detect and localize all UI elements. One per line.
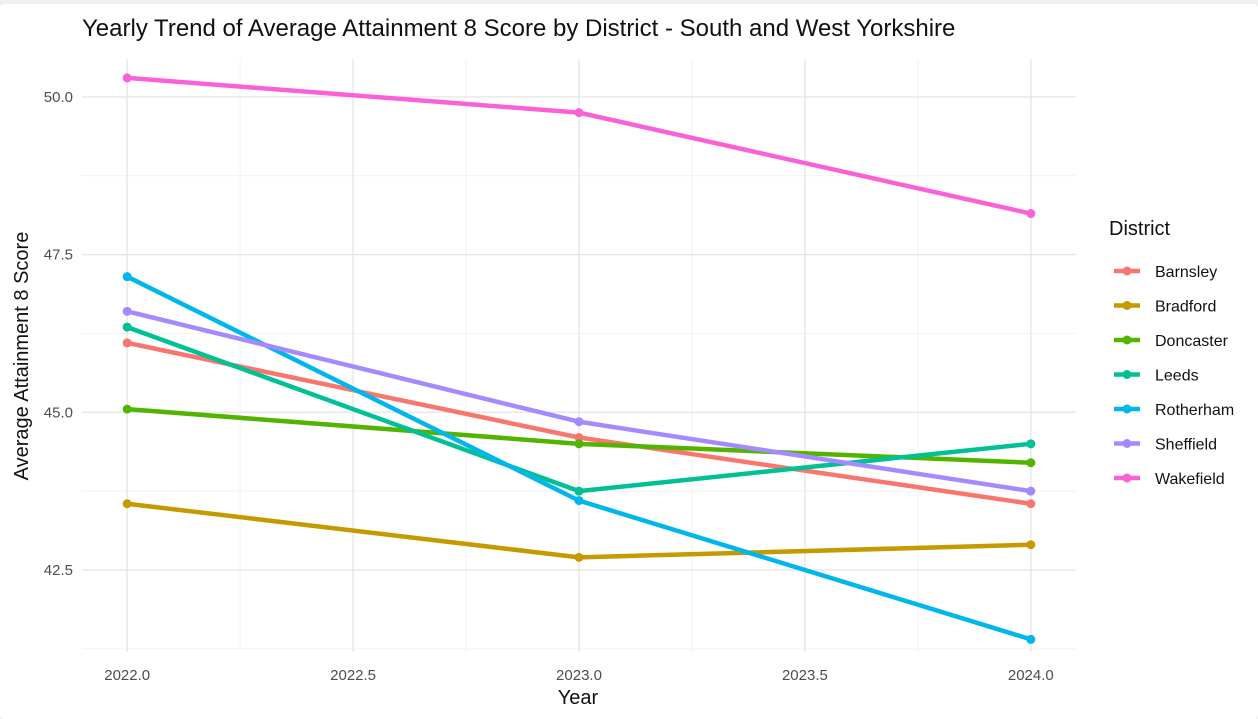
y-tick-label: 42.5 <box>44 562 73 579</box>
legend-label: Leeds <box>1155 368 1199 385</box>
data-point-rotherham <box>1026 634 1036 644</box>
chart-frame: Yearly Trend of Average Attainment 8 Sco… <box>0 4 1258 719</box>
data-point-doncaster <box>1026 458 1036 468</box>
data-point-leeds <box>574 486 584 496</box>
y-tick-label: 45.0 <box>44 404 73 421</box>
legend-item-sheffield: Sheffield <box>1114 437 1217 454</box>
data-point-rotherham <box>122 272 132 282</box>
legend-item-barnsley: Barnsley <box>1114 264 1217 281</box>
x-axis-ticks: 2022.0 2022.5 2023.0 2023.5 2024.0 <box>104 667 1054 684</box>
line-chart: Yearly Trend of Average Attainment 8 Sco… <box>11 15 1234 709</box>
data-point-rotherham <box>574 496 584 506</box>
legend-item-doncaster: Doncaster <box>1114 333 1229 350</box>
data-point-barnsley <box>574 433 584 443</box>
chart-title: Yearly Trend of Average Attainment 8 Sco… <box>82 15 955 42</box>
x-axis-title: Year <box>558 687 599 709</box>
legend-item-leeds: Leeds <box>1114 368 1199 385</box>
data-point-wakefield <box>1026 209 1036 219</box>
legend-label: Sheffield <box>1155 437 1217 454</box>
data-point-sheffield <box>1026 486 1036 496</box>
x-tick-label: 2024.0 <box>1008 667 1054 684</box>
data-point-barnsley <box>122 338 132 348</box>
x-tick-label: 2022.5 <box>330 667 376 684</box>
legend-key-point <box>1122 370 1132 379</box>
x-tick-label: 2023.5 <box>782 667 828 684</box>
legend-key-point <box>1122 404 1132 414</box>
legend-label: Doncaster <box>1155 333 1229 350</box>
y-axis-title: Average Attainment 8 Score <box>11 232 33 481</box>
x-tick-label: 2023.0 <box>556 667 602 684</box>
y-tick-label: 47.5 <box>44 247 73 264</box>
data-point-bradford <box>122 499 132 509</box>
data-point-wakefield <box>122 73 132 83</box>
legend-key-point <box>1122 266 1132 276</box>
data-point-barnsley <box>1026 499 1036 509</box>
data-point-leeds <box>122 322 132 332</box>
series-lines <box>122 73 1036 644</box>
data-point-leeds <box>1026 439 1036 449</box>
data-point-bradford <box>574 552 584 562</box>
legend-label: Wakefield <box>1155 471 1225 488</box>
legend-key-point <box>1122 473 1132 483</box>
data-point-doncaster <box>574 439 584 449</box>
legend-key-point <box>1122 335 1132 345</box>
legend-item-wakefield: Wakefield <box>1114 471 1225 488</box>
legend-item-rotherham: Rotherham <box>1114 402 1234 419</box>
grid <box>82 59 1076 652</box>
data-point-sheffield <box>574 417 584 427</box>
y-tick-label: 50.0 <box>44 89 73 106</box>
legend-label: Barnsley <box>1155 264 1217 281</box>
y-axis-ticks: 42.5 45.0 47.5 50.0 <box>44 89 73 579</box>
legend-title: District <box>1109 218 1171 240</box>
data-point-sheffield <box>122 306 132 316</box>
legend-label: Rotherham <box>1155 402 1234 419</box>
data-point-bradford <box>1026 540 1036 550</box>
x-tick-label: 2022.0 <box>104 667 150 684</box>
data-point-doncaster <box>122 404 132 414</box>
data-point-wakefield <box>574 108 584 118</box>
legend-key-point <box>1122 301 1132 310</box>
legend-key-point <box>1122 439 1132 448</box>
legend-label: Bradford <box>1155 299 1216 316</box>
legend-item-bradford: Bradford <box>1114 299 1216 316</box>
legend: District Barnsley Bradford Doncaster Leeds R… <box>1109 218 1234 488</box>
